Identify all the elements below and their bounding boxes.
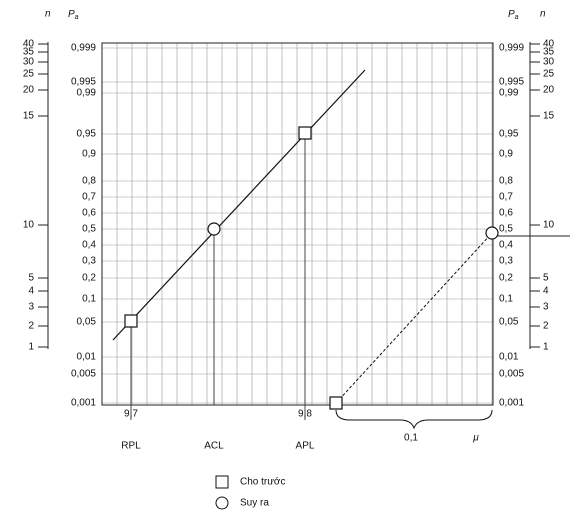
n-label: 40 (23, 39, 35, 50)
legend-label: Cho trước (240, 477, 285, 488)
n-label: 1 (28, 342, 34, 353)
n-header: n (45, 9, 51, 20)
oc-line (112, 69, 366, 341)
n-label: 5 (28, 273, 34, 284)
n-label: 30 (23, 57, 35, 68)
n-label: 20 (543, 85, 555, 96)
pa-label: 0,6 (499, 208, 513, 219)
pa-label: 0,95 (499, 129, 519, 140)
derived-marker (207, 222, 221, 236)
rpl-value: 9,7 (124, 409, 138, 420)
n-label: 4 (543, 286, 549, 297)
pa-label: 0,01 (77, 352, 97, 363)
pa-label: 0,99 (77, 88, 97, 99)
given-marker (124, 314, 138, 328)
interval-value: 0,1 (404, 433, 418, 444)
pa-label: 0,4 (82, 240, 96, 251)
pa-label: 0,4 (499, 240, 513, 251)
n-header: n (540, 9, 546, 20)
pa-label: 0,2 (82, 273, 96, 284)
grid (102, 43, 493, 405)
legend-label: Suy ra (240, 498, 269, 509)
grid-frame (101, 42, 494, 406)
n-label: 2 (543, 321, 549, 332)
brace (335, 409, 493, 430)
pa-label: 0,5 (499, 224, 513, 235)
pa-label: 0,9 (82, 149, 96, 160)
dashed-line (335, 232, 493, 404)
pa-header: Pa (508, 9, 519, 21)
n-label: 15 (23, 111, 35, 122)
pa-label: 0,7 (499, 192, 513, 203)
pa-label: 0,05 (77, 317, 97, 328)
pa-label: 0,8 (499, 176, 513, 187)
pa-label: 0,9 (499, 149, 513, 160)
pa-label: 0,8 (82, 176, 96, 187)
n-label: 10 (543, 220, 555, 231)
pa-label: 0,995 (499, 77, 524, 88)
n-label: 25 (23, 69, 35, 80)
n-label: 35 (23, 47, 35, 58)
pa-label: 0,3 (82, 256, 96, 267)
n-label: 3 (543, 302, 549, 313)
legend-square (215, 475, 229, 489)
n-label: 3 (28, 302, 34, 313)
n-label: 4 (28, 286, 34, 297)
pa-label: 0,6 (82, 208, 96, 219)
pa-label: 0,3 (499, 256, 513, 267)
given-marker (329, 396, 343, 410)
n-label: 1 (543, 342, 549, 353)
interval-symbol: μ (472, 433, 479, 444)
n-label: 20 (23, 85, 35, 96)
pa-label: 0,99 (499, 88, 519, 99)
pa-label: 0,999 (71, 43, 96, 54)
pa-label: 0,7 (82, 192, 96, 203)
pa-label: 0,999 (499, 43, 524, 54)
pa-label: 0,05 (499, 317, 519, 328)
pa-label: 0,5 (82, 224, 96, 235)
derived-marker (485, 226, 499, 240)
pa-label: 0,1 (82, 294, 96, 305)
rpl-label: RPL (121, 441, 141, 452)
n-label: 2 (28, 321, 34, 332)
apl-label: APL (296, 441, 315, 452)
pa-label: 0,995 (71, 77, 96, 88)
pa-label: 0,01 (499, 352, 519, 363)
n-label: 35 (543, 47, 555, 58)
n-label: 30 (543, 57, 555, 68)
pa-label: 0,005 (71, 369, 96, 380)
pa-label: 0,001 (71, 398, 96, 409)
pa-header: Pa (68, 9, 79, 21)
apl-value: 9,8 (298, 409, 312, 420)
pa-label: 0,2 (499, 273, 513, 284)
n-label: 15 (543, 111, 555, 122)
n-label: 10 (23, 220, 35, 231)
n-label: 25 (543, 69, 555, 80)
n-label: 5 (543, 273, 549, 284)
pa-label: 0,95 (77, 129, 97, 140)
given-marker (298, 126, 312, 140)
acl-label: ACL (204, 441, 224, 452)
pa-label: 0,1 (499, 294, 513, 305)
legend-circle (215, 496, 229, 510)
pa-label: 0,001 (499, 398, 524, 409)
pa-label: 0,005 (499, 369, 524, 380)
n-label: 40 (543, 39, 555, 50)
